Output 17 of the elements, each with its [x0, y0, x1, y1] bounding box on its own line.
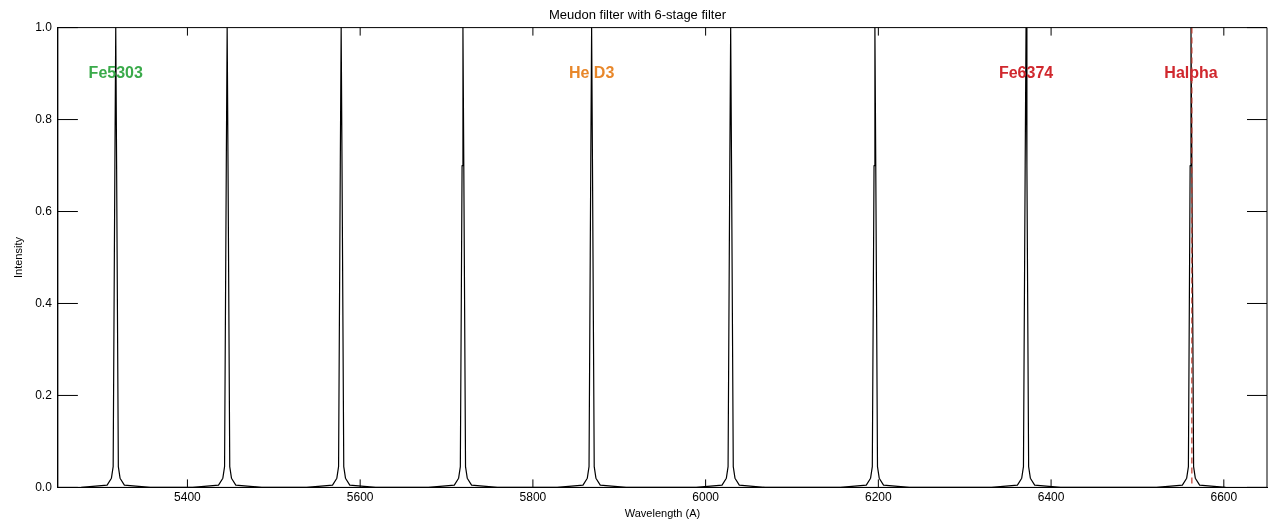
- x-tick-label: 5800: [519, 489, 547, 504]
- y-tick-label: 0.4: [35, 295, 53, 310]
- annotation: He D3: [568, 63, 615, 81]
- y-tick-label: 0.2: [35, 387, 53, 402]
- y-tick-label: 0.6: [35, 203, 53, 218]
- x-tick-label: 5400: [174, 489, 202, 504]
- y-axis-title: Intensity: [11, 236, 24, 278]
- x-tick-label: 6600: [1210, 489, 1238, 504]
- x-tick-label: 6200: [865, 489, 893, 504]
- y-tick-label: 0.0: [35, 479, 53, 494]
- chart-title: Meudon filter with 6-stage filter: [548, 7, 727, 23]
- y-tick-label: 0.8: [35, 111, 53, 126]
- x-tick-label: 5600: [346, 489, 374, 504]
- x-tick-label: 6000: [692, 489, 720, 504]
- x-axis-title: Wavelength (A): [624, 507, 701, 520]
- y-tick-label: 1.0: [35, 19, 53, 34]
- x-tick-label: 6400: [1037, 489, 1065, 504]
